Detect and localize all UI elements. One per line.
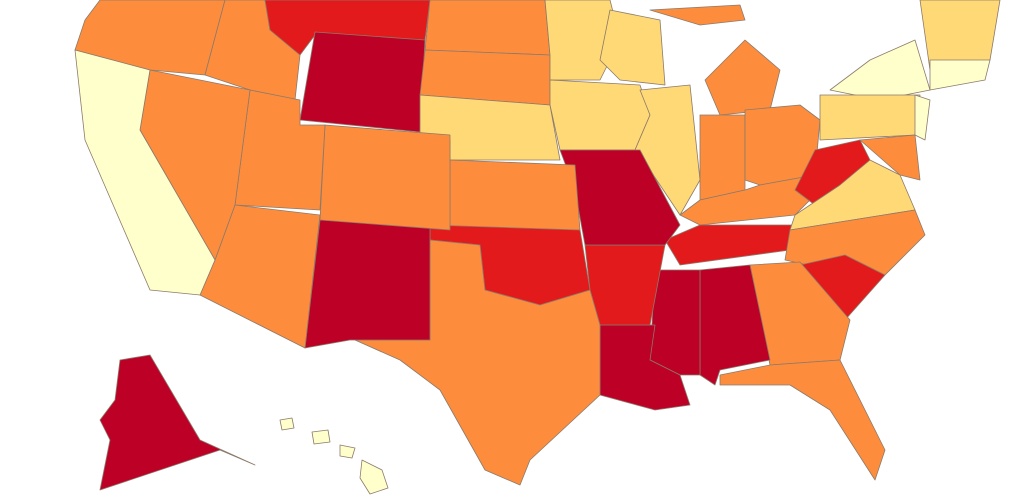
region xyxy=(424,0,551,56)
states xyxy=(74,0,1001,495)
region xyxy=(99,354,256,491)
region xyxy=(929,59,991,91)
region xyxy=(299,31,426,133)
region xyxy=(634,84,701,216)
region xyxy=(449,159,581,231)
region xyxy=(719,359,886,481)
region xyxy=(819,94,921,141)
region xyxy=(919,0,1001,71)
region xyxy=(304,219,431,349)
region xyxy=(279,417,295,431)
region xyxy=(699,114,746,201)
region xyxy=(649,4,746,26)
region xyxy=(599,9,666,86)
region xyxy=(354,239,601,486)
region xyxy=(311,429,331,445)
region xyxy=(74,49,216,296)
region xyxy=(914,94,931,141)
region xyxy=(339,444,356,459)
region xyxy=(599,324,691,411)
region xyxy=(319,124,451,231)
region xyxy=(359,459,389,495)
region xyxy=(704,39,781,116)
region xyxy=(549,79,651,151)
region xyxy=(859,134,921,181)
